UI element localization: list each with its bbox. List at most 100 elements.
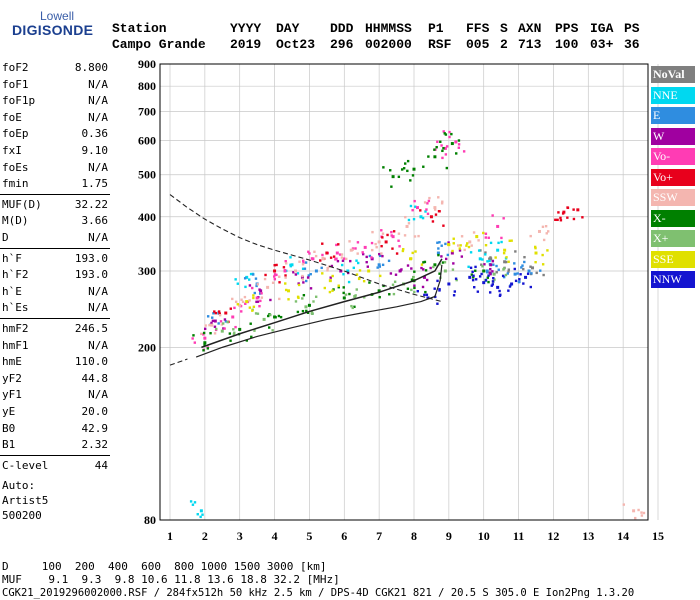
data-point-w <box>339 269 343 273</box>
data-point-x- <box>402 167 406 170</box>
data-point-vo+ <box>566 216 569 219</box>
data-point-sse <box>252 294 255 297</box>
param-value: 20.0 <box>81 405 109 418</box>
data-point-nnw <box>480 272 483 276</box>
data-point-w <box>203 327 207 331</box>
data-point-e <box>253 291 256 295</box>
data-point-sse <box>245 300 249 304</box>
data-point-ssw <box>231 297 234 301</box>
param-value: N/A <box>88 338 108 352</box>
data-point-sse <box>402 247 405 251</box>
data-point-w <box>444 257 448 261</box>
data-point-x- <box>406 159 410 163</box>
data-point-x- <box>305 309 308 313</box>
param-name: yE <box>2 405 16 418</box>
data-point-ssw <box>537 229 541 233</box>
data-point-nnw <box>491 283 495 286</box>
data-point-ssw <box>375 245 378 249</box>
data-point-x- <box>400 168 404 171</box>
data-point-x- <box>410 278 414 281</box>
data-point-x- <box>203 343 206 346</box>
data-point-vo+ <box>381 236 384 239</box>
param-name: foF1p <box>2 94 36 108</box>
data-point-nnw <box>501 274 505 278</box>
data-point-noval <box>529 265 532 268</box>
data-point-vo- <box>457 143 461 146</box>
data-point-sse <box>287 289 291 293</box>
data-point-e <box>212 312 215 315</box>
data-point-sse <box>534 245 537 249</box>
data-point-vo- <box>231 315 235 319</box>
data-point-e <box>377 263 381 267</box>
data-point-vo+ <box>429 215 433 219</box>
data-point-x+ <box>438 262 442 266</box>
data-point-e <box>539 269 542 272</box>
data-point-x- <box>433 148 436 151</box>
param-row: h`Es N/A <box>2 300 108 316</box>
data-point-nne <box>478 257 482 261</box>
data-point-x+ <box>410 288 413 292</box>
data-point-ssw <box>632 509 636 513</box>
data-point-w <box>366 265 370 268</box>
data-point-x- <box>342 296 346 300</box>
param-value: 1.75 <box>81 177 109 191</box>
data-point-e <box>307 274 310 277</box>
data-point-x+ <box>392 292 396 296</box>
param-row: fxI 9.10 <box>2 143 108 159</box>
brand-logo: DIGISONDE <box>12 22 94 38</box>
data-point-x- <box>441 149 444 153</box>
data-point-x+ <box>455 278 458 282</box>
data-point-ssw <box>238 303 242 307</box>
data-point-e <box>438 241 441 244</box>
data-point-sse <box>447 243 450 246</box>
data-point-vo- <box>255 296 259 300</box>
data-point-sse <box>252 305 256 309</box>
data-point-nnw <box>436 279 439 283</box>
param-row: hmE 110.0 <box>2 354 108 370</box>
header-label-2: DAY <box>276 21 300 36</box>
data-point-w <box>489 273 492 276</box>
x-tick-label: 12 <box>547 529 559 543</box>
data-point-x- <box>389 169 392 172</box>
footer-file-info: CGK21_2019296002000.RSF / 284fx512h 50 k… <box>2 587 635 599</box>
data-point-nnw <box>452 294 456 297</box>
data-point-nne <box>488 259 491 263</box>
data-point-x- <box>450 132 453 136</box>
data-point-w <box>381 254 384 258</box>
data-point-vo- <box>502 217 505 220</box>
param-name: h`Es <box>2 301 29 315</box>
data-point-e <box>446 253 450 257</box>
data-point-w <box>336 259 340 263</box>
data-point-w <box>413 284 416 287</box>
data-point-e <box>303 267 307 270</box>
data-point-nnw <box>468 275 472 279</box>
data-point-vo- <box>273 275 276 278</box>
data-point-vo- <box>462 150 466 153</box>
header-label-8: AXN <box>518 21 542 36</box>
data-point-vo- <box>426 212 430 216</box>
legend-item-nnw: NNW <box>651 271 695 288</box>
data-point-ssw <box>640 511 643 514</box>
data-point-vo+ <box>264 273 267 277</box>
data-point-ssw <box>642 511 646 515</box>
x-tick-label: 13 <box>582 529 594 543</box>
x-tick-label: 1 <box>167 529 173 543</box>
data-point-x+ <box>443 269 447 273</box>
data-point-x- <box>353 305 356 308</box>
data-point-sse <box>251 309 254 312</box>
data-point-nnw <box>436 302 439 305</box>
data-point-ssw <box>546 230 550 233</box>
data-point-sse <box>451 249 454 253</box>
x-tick-label: 10 <box>478 529 490 543</box>
data-point-nnw <box>522 282 525 285</box>
data-point-nnw <box>426 296 430 300</box>
data-point-nne <box>500 240 503 244</box>
data-point-nnw <box>423 293 426 297</box>
param-value: 0.36 <box>81 127 109 141</box>
param-name: B0 <box>2 421 16 435</box>
header-value-8: 713 <box>518 37 542 52</box>
data-point-noval <box>535 271 538 275</box>
data-point-vo+ <box>572 217 576 221</box>
data-point-w <box>292 271 295 274</box>
data-point-nnw <box>474 265 477 269</box>
